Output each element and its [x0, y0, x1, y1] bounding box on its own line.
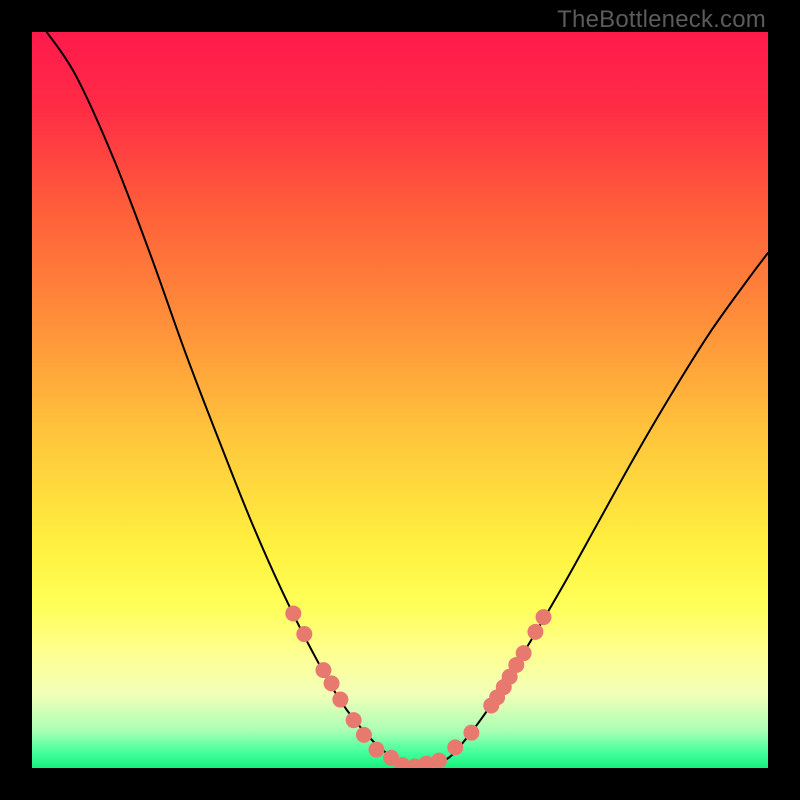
- figure-container: TheBottleneck.com: [0, 0, 800, 800]
- data-point: [296, 626, 312, 642]
- data-point: [431, 753, 447, 768]
- data-point: [315, 662, 331, 678]
- chart-area: [32, 32, 768, 768]
- watermark-text: TheBottleneck.com: [557, 6, 766, 34]
- chart-svg: [32, 32, 768, 768]
- data-point: [356, 727, 372, 743]
- data-point: [463, 725, 479, 741]
- data-point: [332, 692, 348, 708]
- data-point: [447, 739, 463, 755]
- data-point: [346, 712, 362, 728]
- data-point: [285, 605, 301, 621]
- data-point: [536, 609, 552, 625]
- data-point: [324, 675, 340, 691]
- data-point: [527, 624, 543, 640]
- data-point: [368, 742, 384, 758]
- data-point: [516, 645, 532, 661]
- plot-background: [32, 32, 768, 768]
